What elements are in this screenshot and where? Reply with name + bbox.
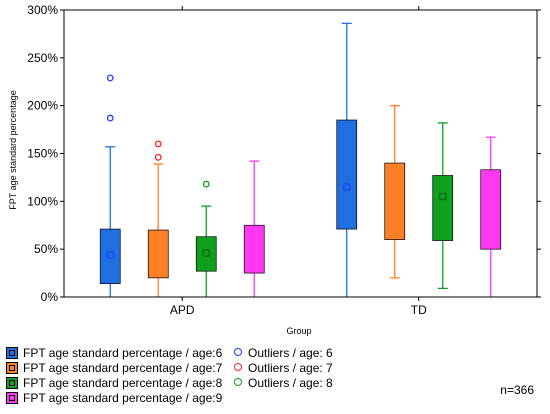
legend-swatch-age8 [6,377,18,389]
median-marker [343,183,351,191]
legend-item-outliers-age6: Outliers / age: 6 [234,345,333,361]
median-marker [487,197,495,205]
x-tick-label: APD [170,303,195,317]
y-tick-label: 100% [27,194,58,208]
outlier-point [202,180,210,188]
y-tick-label: 150% [27,147,58,161]
box-iqr [384,162,406,240]
legend-swatch-age7 [6,362,18,374]
box-iqr [147,229,169,279]
box-iqr [480,169,502,250]
legend-label-outliers-age8: Outliers / age: 8 [248,376,333,390]
median-marker [106,251,114,259]
box-plot-chart: 0% 50% 100% 150% 200% 250% 300% APD TD Group FPT… [8,3,541,336]
box-iqr [243,224,265,274]
box-iqr [99,228,121,284]
legend-label-age7: FPT age standard percentage / age:7 [23,361,223,375]
median-marker [154,254,162,262]
legend-item-age9: FPT age standard percentage / age:9 [6,390,222,406]
outlier-point [154,140,162,148]
legend-label-age9: FPT age standard percentage / age:9 [23,391,223,405]
x-tick-label: TD [411,303,427,317]
legend-swatch-age6 [6,347,18,359]
outlier-point [154,153,162,161]
y-tick-label: 200% [27,99,58,113]
median-marker [391,197,399,205]
box-iqr [336,119,358,230]
outlier-marker-icon [234,363,242,371]
y-tick-label: 250% [27,51,58,65]
box-iqr [195,236,217,272]
y-tick-label: 0% [41,290,59,304]
y-tick-label: 50% [34,242,58,256]
median-marker [439,192,447,201]
legend-swatch-age9 [6,392,18,404]
legend-item-outliers-age8: Outliers / age: 8 [234,375,333,391]
legend-item-age7: FPT age standard percentage / age:7 [6,360,222,376]
outlier-point [106,114,114,122]
median-marker [202,249,210,257]
legend-label-outliers-age6: Outliers / age: 6 [248,346,333,360]
y-axis-title: FPT age standard percentage [8,90,18,209]
y-tick-label: 300% [27,3,58,17]
plot-frame [63,9,538,298]
outlier-marker-icon [234,378,242,386]
outlier-marker-icon [234,348,242,356]
box-iqr [432,175,454,241]
legend-item-age6: FPT age standard percentage / age:6 [6,345,222,361]
sample-size-note: n=366 [500,383,534,397]
median-marker [250,245,258,253]
legend-label-age6: FPT age standard percentage / age:6 [23,346,223,360]
legend-label-age8: FPT age standard percentage / age:8 [23,376,223,390]
legend: FPT age standard percentage / age:6 FPT … [6,345,426,409]
legend-item-outliers-age7: Outliers / age: 7 [234,360,333,376]
legend-item-age8: FPT age standard percentage / age:8 [6,375,222,391]
outlier-point [106,74,114,82]
x-axis-title: Group [286,326,311,336]
legend-label-outliers-age7: Outliers / age: 7 [248,361,333,375]
